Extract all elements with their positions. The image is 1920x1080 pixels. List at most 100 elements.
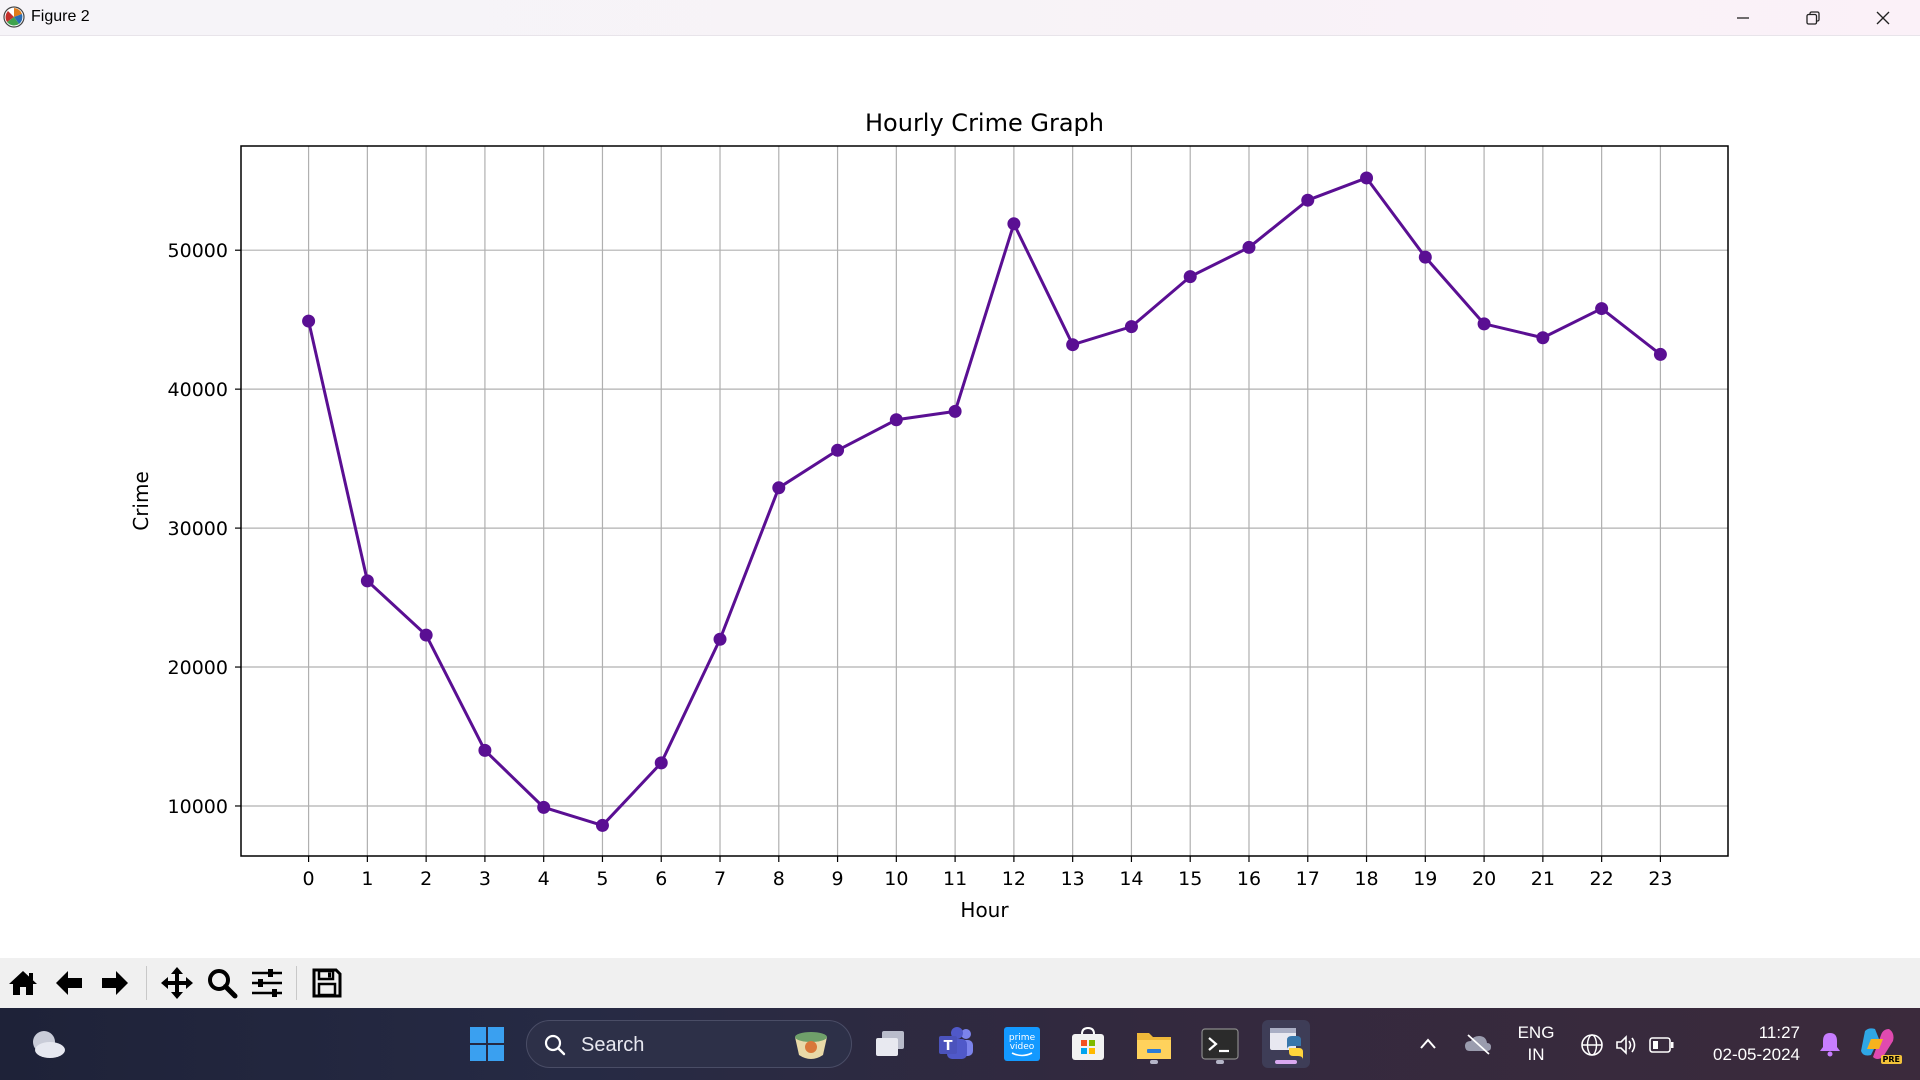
close-button[interactable] bbox=[1848, 0, 1918, 35]
data-point bbox=[1595, 302, 1609, 316]
data-point bbox=[537, 800, 551, 814]
task-view-button[interactable] bbox=[866, 1020, 914, 1068]
forward-arrow-icon bbox=[102, 971, 128, 995]
battery-icon bbox=[1649, 1037, 1674, 1053]
taskbar: Search T prime video bbox=[0, 1008, 1920, 1080]
search-placeholder: Search bbox=[581, 1034, 645, 1056]
copilot-button[interactable]: PRE bbox=[1852, 1020, 1902, 1068]
close-icon bbox=[1876, 11, 1890, 24]
x-tick-label: 4 bbox=[538, 868, 550, 890]
series-line bbox=[307, 176, 1662, 827]
clock-date: 02-05-2024 bbox=[1713, 1045, 1800, 1064]
back-arrow-icon bbox=[56, 971, 82, 995]
x-tick-label: 22 bbox=[1590, 868, 1614, 890]
x-tick-label: 14 bbox=[1119, 868, 1143, 890]
notifications-button[interactable] bbox=[1810, 1020, 1850, 1068]
clock-time: 11:27 bbox=[1758, 1023, 1800, 1042]
line-chart: 0 1 2 3 4 5 6 7 8 9 10 11 12 13 14 15 16 17 18 19 20 21 22 2310… bbox=[129, 109, 1729, 922]
x-tick-label: 1 bbox=[361, 868, 373, 890]
task-view-icon bbox=[876, 1031, 904, 1056]
python-app-active[interactable] bbox=[1262, 1020, 1310, 1068]
x-tick-label: 18 bbox=[1354, 868, 1378, 890]
restore-button[interactable] bbox=[1778, 0, 1848, 35]
folder-icon bbox=[1137, 1033, 1171, 1059]
navigation-toolbar bbox=[0, 958, 1920, 1008]
data-point bbox=[948, 404, 962, 418]
pan-icon bbox=[161, 967, 193, 999]
data-point bbox=[654, 756, 668, 770]
language-region: IN bbox=[1527, 1045, 1545, 1064]
data-point bbox=[302, 314, 316, 328]
running-indicator bbox=[1216, 1060, 1224, 1064]
toolbar-separator bbox=[146, 966, 147, 1000]
pan-button[interactable] bbox=[158, 964, 196, 1002]
x-tick-label: 0 bbox=[303, 868, 315, 890]
save-button[interactable] bbox=[308, 964, 346, 1002]
chevron-up-icon bbox=[1420, 1038, 1436, 1049]
minimize-button[interactable] bbox=[1708, 0, 1778, 35]
x-tick-label: 20 bbox=[1472, 868, 1496, 890]
forward-button[interactable] bbox=[96, 964, 134, 1002]
x-tick-label: 17 bbox=[1296, 868, 1320, 890]
cloud-offline-icon bbox=[1465, 1034, 1491, 1055]
marker-layer bbox=[302, 171, 1667, 832]
language-indicator[interactable]: ENG IN bbox=[1508, 1019, 1564, 1069]
data-point bbox=[1007, 217, 1021, 231]
weather-widget[interactable] bbox=[24, 1020, 72, 1068]
save-icon bbox=[312, 968, 342, 998]
copilot-preview-badge: PRE bbox=[1880, 1055, 1902, 1064]
system-tray-quick-settings[interactable] bbox=[1574, 1020, 1680, 1068]
onedrive-status[interactable] bbox=[1456, 1020, 1500, 1068]
data-point bbox=[1066, 338, 1080, 352]
chart-title: Hourly Crime Graph bbox=[865, 109, 1104, 137]
search-icon bbox=[544, 1034, 566, 1056]
data-point bbox=[1242, 240, 1256, 254]
title-bar: Figure 2 bbox=[0, 0, 1920, 36]
x-axis-label: Hour bbox=[960, 898, 1009, 922]
clock[interactable]: 11:27 02-05-2024 bbox=[1690, 1019, 1806, 1069]
terminal-app[interactable] bbox=[1196, 1020, 1244, 1068]
x-tick-label: 3 bbox=[479, 868, 491, 890]
back-button[interactable] bbox=[50, 964, 88, 1002]
y-tick-label: 30000 bbox=[168, 518, 228, 540]
x-tick-label: 10 bbox=[884, 868, 908, 890]
figure-canvas[interactable]: 0 1 2 3 4 5 6 7 8 9 10 11 12 13 14 15 16 17 18 19 20 21 22 23 10… bbox=[0, 36, 1920, 958]
data-point bbox=[595, 818, 609, 832]
data-point bbox=[360, 574, 374, 588]
microsoft-store-icon bbox=[1072, 1026, 1104, 1060]
weather-cloud-icon bbox=[33, 1031, 65, 1058]
file-explorer-app[interactable] bbox=[1130, 1020, 1178, 1068]
zoom-button[interactable] bbox=[203, 964, 241, 1002]
taskbar-search-box[interactable]: Search bbox=[526, 1020, 852, 1068]
grid-layer bbox=[241, 146, 1728, 856]
prime-video-app[interactable]: prime video bbox=[998, 1020, 1046, 1068]
language-code: ENG bbox=[1517, 1023, 1555, 1042]
y-tick-label: 10000 bbox=[168, 796, 228, 818]
configure-subplots-button[interactable] bbox=[248, 964, 286, 1002]
restore-icon bbox=[1806, 10, 1820, 25]
x-tick-label: 9 bbox=[832, 868, 844, 890]
microsoft-store-app[interactable] bbox=[1064, 1020, 1112, 1068]
home-button[interactable] bbox=[4, 964, 42, 1002]
home-icon bbox=[9, 971, 37, 995]
active-indicator bbox=[1275, 1060, 1297, 1064]
data-point bbox=[1360, 171, 1374, 185]
windows-logo-icon bbox=[470, 1027, 504, 1061]
data-point bbox=[1183, 270, 1197, 284]
toolbar-separator bbox=[296, 966, 297, 1000]
data-point bbox=[1301, 193, 1315, 207]
x-tick-label: 16 bbox=[1237, 868, 1261, 890]
show-hidden-icons-button[interactable] bbox=[1406, 1020, 1450, 1068]
start-button[interactable] bbox=[463, 1020, 511, 1068]
volume-icon bbox=[1616, 1035, 1636, 1055]
data-point bbox=[713, 632, 727, 646]
x-tick-label: 5 bbox=[596, 868, 608, 890]
data-point bbox=[478, 743, 492, 757]
x-tick-label: 8 bbox=[773, 868, 785, 890]
matplotlib-logo-icon bbox=[3, 6, 25, 28]
y-tick-label: 20000 bbox=[168, 657, 228, 679]
search-highlight-icon bbox=[795, 1032, 827, 1059]
prime-video-icon: prime video bbox=[1004, 1027, 1040, 1061]
data-point bbox=[831, 443, 845, 457]
teams-app[interactable]: T bbox=[932, 1020, 980, 1068]
